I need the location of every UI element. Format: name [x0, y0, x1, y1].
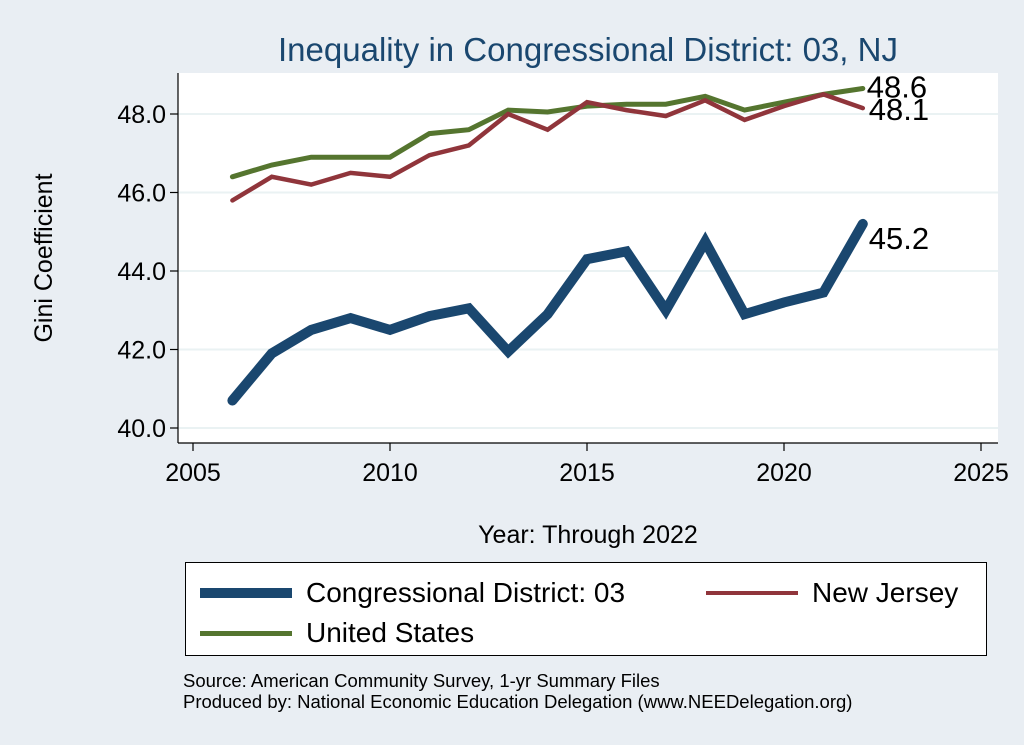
produced-by-line: Produced by: National Economic Education…: [183, 691, 853, 712]
legend-item-new-jersey: New Jersey: [706, 577, 958, 609]
legend: Congressional District: 03 New Jersey Un…: [185, 562, 987, 656]
x-tick-label: 2020: [756, 459, 812, 487]
series-line-district: [227, 218, 868, 406]
gridlines: [178, 113, 998, 429]
legend-label-united-states: United States: [306, 617, 475, 648]
y-tick-label: 48.0: [117, 101, 166, 129]
x-tick-label: 2005: [165, 459, 221, 487]
legend-swatch-district: [200, 588, 292, 598]
y-axis-label: Gini Coefficient: [30, 173, 58, 342]
series-line-new-jersey: [230, 92, 866, 203]
legend-label-district: Congressional District: 03: [306, 577, 626, 608]
y-tick-label: 44.0: [117, 258, 166, 286]
legend-item-united-states: United States: [200, 617, 474, 649]
legend-swatch-new-jersey: [706, 590, 798, 596]
end-label-new-jersey: 48.1: [869, 92, 929, 127]
x-tick-label: 2025: [953, 459, 1009, 487]
end-label-district: 45.2: [869, 221, 929, 256]
x-tick-label: 2015: [559, 459, 615, 487]
source-line: Source: American Community Survey, 1-yr …: [183, 670, 660, 691]
y-tick-label: 42.0: [117, 337, 166, 365]
chart-title: Inequality in Congressional District: 03…: [278, 31, 898, 68]
legend-swatch-united-states: [200, 630, 292, 636]
x-tick-label: 2010: [362, 459, 418, 487]
y-tick-label: 46.0: [117, 180, 166, 208]
y-tick-label: 40.0: [117, 415, 166, 443]
end-label-united-states: 48.6: [867, 69, 927, 104]
legend-item-district: Congressional District: 03: [200, 577, 625, 609]
series-lines: [227, 86, 868, 406]
x-axis-label: Year: Through 2022: [478, 521, 698, 549]
source-note: Source: American Community Survey, 1-yr …: [183, 670, 852, 712]
legend-label-new-jersey: New Jersey: [812, 577, 959, 608]
axes: 40.0 42.0 44.0 46.0 48.0 2005 2010 2015 2020 2025: [117, 73, 1009, 487]
series-line-united-states: [229, 86, 866, 180]
end-labels: 45.2 48.148.6: [867, 69, 929, 255]
